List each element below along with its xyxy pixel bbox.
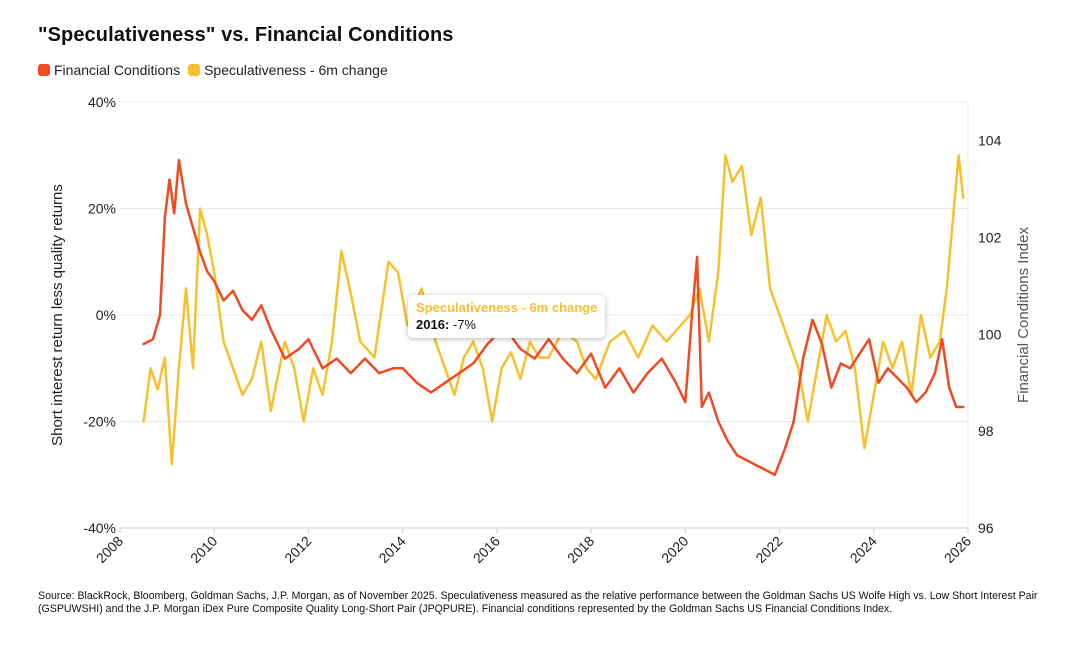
x-tick-label: 2014	[375, 533, 408, 566]
y-left-tick-label: 0%	[96, 307, 116, 323]
line-chart: 40% 20% 0% -20% -40% 104 102 100 98 96 2008 2010 201…	[49, 94, 1032, 566]
y-left-tick-label: 40%	[88, 94, 116, 110]
source-note: Source: BlackRock, Bloomberg, Goldman Sa…	[38, 590, 1038, 615]
y-right-tick-label: 98	[978, 423, 994, 439]
series-line-financial-conditions	[142, 158, 965, 477]
legend-label-speculativeness: Speculativeness - 6m change	[204, 62, 388, 78]
x-tick-label: 2008	[93, 533, 126, 566]
x-tick-label: 2018	[564, 533, 597, 566]
y-left-axis-title: Short interest return less quality retur…	[49, 184, 66, 446]
x-tick-label: 2012	[281, 533, 314, 566]
x-tick-label: 2010	[187, 533, 220, 566]
y-right-tick-label: 104	[978, 133, 1002, 149]
y-right-axis-title: Financial Conditions Index	[1015, 227, 1032, 403]
y-right-tick-label: 102	[978, 230, 1002, 246]
y-right-tick-label: 100	[978, 326, 1002, 342]
x-tick-label: 2024	[847, 533, 880, 566]
x-tick-label: 2022	[752, 533, 785, 566]
legend-item-financial-conditions[interactable]: Financial Conditions	[38, 62, 180, 78]
tooltip: Speculativeness - 6m change 2016: -7%	[408, 295, 606, 338]
y-right-tick-label: 96	[978, 520, 994, 536]
legend-swatch-financial-conditions	[38, 64, 50, 76]
chart-title: "Speculativeness" vs. Financial Conditio…	[38, 24, 454, 46]
y-left-tick-label: -40%	[83, 520, 116, 536]
legend-swatch-speculativeness	[188, 64, 201, 76]
x-tick-label: 2020	[658, 533, 691, 566]
series-line-speculativeness	[142, 154, 965, 466]
legend-item-speculativeness[interactable]: Speculativeness - 6m change	[188, 62, 388, 78]
x-tick-label: 2026	[941, 533, 974, 566]
legend: Financial Conditions Speculativeness - 6…	[38, 62, 396, 78]
y-left-tick-label: 20%	[88, 201, 116, 217]
tooltip-label: 2016:	[416, 317, 450, 332]
x-tick-label: 2016	[470, 533, 503, 566]
y-left-tick-label: -20%	[83, 414, 116, 430]
tooltip-value: -7%	[452, 317, 476, 332]
legend-label-financial-conditions: Financial Conditions	[54, 62, 181, 78]
tooltip-series: Speculativeness - 6m change	[416, 300, 598, 315]
